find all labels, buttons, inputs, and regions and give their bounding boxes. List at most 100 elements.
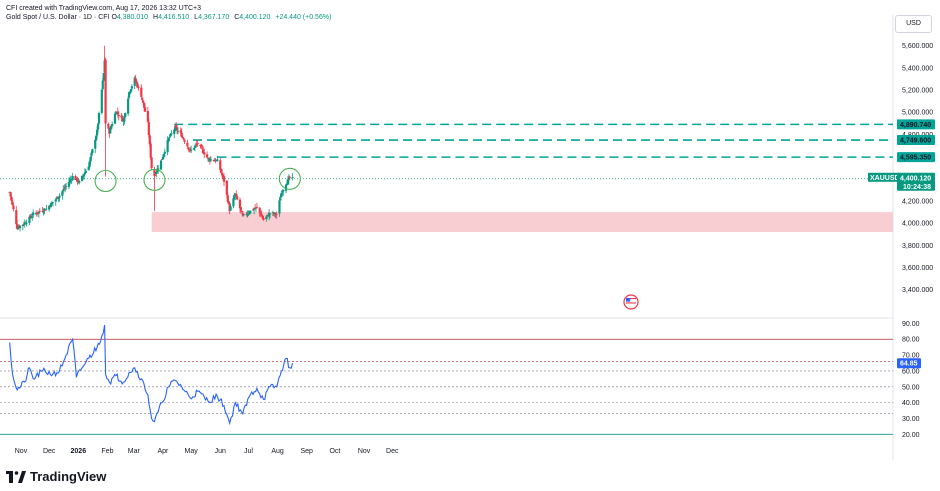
candle-body xyxy=(174,125,178,128)
support-zone xyxy=(151,212,893,233)
candle-body xyxy=(29,215,32,218)
change-value: +24.440 (+0.56%) xyxy=(275,14,332,21)
candle-body xyxy=(219,160,222,170)
candle-body xyxy=(282,190,285,192)
candle-body xyxy=(166,140,169,153)
candle-body xyxy=(135,81,138,84)
candle-body xyxy=(278,200,281,214)
candle-body xyxy=(11,201,14,205)
candle-body xyxy=(227,201,230,204)
candle-body xyxy=(97,113,101,124)
time-axis-label: Dec xyxy=(386,448,399,455)
candle-body xyxy=(16,224,19,229)
candle-body xyxy=(107,123,110,129)
candle-body xyxy=(268,213,272,215)
candle-body xyxy=(17,227,20,229)
candle-body xyxy=(64,187,67,189)
time-axis-label: Oct xyxy=(329,448,340,455)
candle-body xyxy=(182,137,185,140)
last-price-label: 4,400.120 xyxy=(900,175,931,182)
candle-body xyxy=(76,177,79,182)
candle-body xyxy=(100,89,103,113)
candle-body xyxy=(209,159,212,161)
candle-body xyxy=(142,100,145,103)
low-label: L xyxy=(194,14,199,21)
rsi-value-label: 64.85 xyxy=(900,361,918,368)
candle-body xyxy=(187,147,190,150)
candle-body xyxy=(279,198,282,201)
candle-body xyxy=(155,172,158,175)
candle-body xyxy=(163,151,166,154)
candle-body xyxy=(258,207,261,213)
time-axis-label: Aug xyxy=(271,448,284,455)
candle-body xyxy=(207,158,211,160)
candle-body xyxy=(179,130,182,134)
candle-body xyxy=(61,191,64,196)
candle-body xyxy=(291,177,294,178)
candle-body xyxy=(147,122,150,136)
candle-body xyxy=(104,59,107,124)
candle-body xyxy=(87,166,90,171)
candle-body xyxy=(220,168,223,173)
low-value: 4,367.170 xyxy=(198,14,230,21)
candle-body xyxy=(206,158,210,159)
candle-body xyxy=(38,210,41,212)
level-tag-label: 4,595.350 xyxy=(900,155,931,162)
time-axis-label: Dec xyxy=(43,448,56,455)
level-tag xyxy=(897,152,935,163)
candle-body xyxy=(143,102,146,108)
candle-body xyxy=(154,174,157,176)
candle-body xyxy=(57,197,60,200)
candle-body xyxy=(12,205,15,210)
rsi-tick-label: 40.00 xyxy=(902,400,920,407)
candle-body xyxy=(62,189,65,192)
rsi-value-tag xyxy=(897,358,921,369)
candle-body xyxy=(83,172,86,175)
candle-body xyxy=(238,199,242,209)
level-tag xyxy=(897,135,935,146)
last-price-tag xyxy=(897,172,935,191)
candle-body xyxy=(134,78,137,82)
candle-body xyxy=(101,80,104,90)
rsi-tick-label: 30.00 xyxy=(902,416,920,423)
ohlc-line: Gold Spot / U.S. Dollar · 1D · CFI O4,38… xyxy=(6,13,331,22)
us-event-flag-icon xyxy=(623,294,639,310)
close-label: C xyxy=(234,14,240,21)
open-label: O xyxy=(111,14,117,21)
candle-body xyxy=(284,184,288,191)
symbol-tag-label: XAUUSD xyxy=(870,175,900,182)
candle-body xyxy=(42,211,45,213)
candle-body xyxy=(186,142,189,147)
rsi-tick-label: 80.00 xyxy=(902,337,920,344)
candle-body xyxy=(240,210,243,213)
candle-body xyxy=(91,149,94,153)
candle-body xyxy=(268,213,271,217)
candle-body xyxy=(222,176,226,182)
brand-name: TradingView xyxy=(30,469,107,484)
symbol-tag xyxy=(868,172,899,182)
tradingview-logo-icon xyxy=(6,470,26,483)
candle-body xyxy=(136,83,139,88)
candle-body xyxy=(229,206,232,211)
price-tick-label: 5,000.000 xyxy=(902,110,933,117)
candle-body xyxy=(65,185,68,187)
candle-body xyxy=(45,208,48,210)
tradingview-logo[interactable]: TradingView xyxy=(6,469,106,484)
price-tick-label: 3,600.000 xyxy=(902,265,933,272)
candle-body xyxy=(96,129,99,136)
candle-body xyxy=(288,176,291,178)
candle-body xyxy=(196,143,199,144)
price-tick-label: 5,400.000 xyxy=(902,65,933,72)
price-tick-label: 3,400.000 xyxy=(902,287,933,294)
candle-body xyxy=(262,218,265,220)
candle-body xyxy=(271,212,274,214)
candle-body xyxy=(150,157,153,169)
rsi-tick-label: 70.00 xyxy=(902,353,920,360)
currency-button[interactable]: USD xyxy=(895,15,932,33)
candle-body xyxy=(68,180,71,183)
candle-body xyxy=(156,168,159,173)
time-axis-label: Feb xyxy=(101,448,113,455)
candle-body xyxy=(236,196,239,200)
close-value: 4,400.120 xyxy=(239,14,271,21)
